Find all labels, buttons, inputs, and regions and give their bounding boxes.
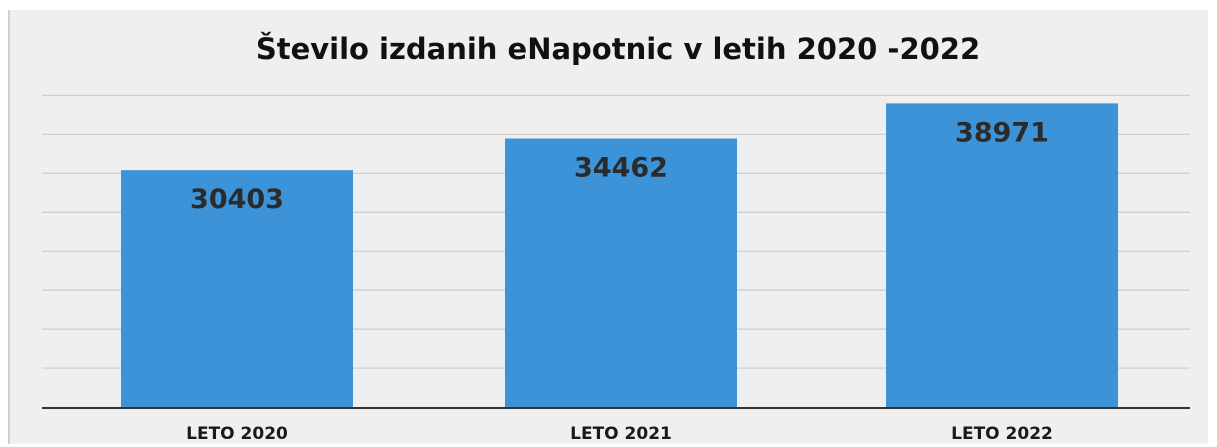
- x-tick-label-3: LETO 2022: [951, 424, 1053, 444]
- x-tick-labels: LETO 2020 LETO 2021 LETO 2022: [186, 424, 1053, 444]
- bar-3: [886, 103, 1118, 407]
- data-label-1: 30403: [190, 184, 284, 215]
- data-label-2: 34462: [574, 153, 668, 184]
- data-label-3: 38971: [955, 117, 1049, 148]
- x-tick-label-2: LETO 2021: [570, 424, 672, 444]
- bars: [121, 103, 1118, 408]
- data-labels: 30403 34462 38971: [190, 117, 1049, 215]
- x-tick-label-1: LETO 2020: [186, 424, 288, 444]
- bar-2: [505, 138, 737, 408]
- chart-title: Število izdanih eNapotnic v letih 2020 -…: [256, 32, 980, 66]
- bar-1: [121, 170, 353, 407]
